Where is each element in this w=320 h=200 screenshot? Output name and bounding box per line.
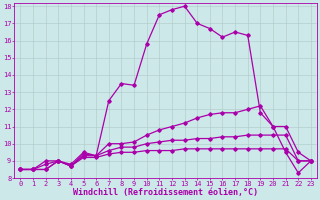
X-axis label: Windchill (Refroidissement éolien,°C): Windchill (Refroidissement éolien,°C): [73, 188, 258, 197]
